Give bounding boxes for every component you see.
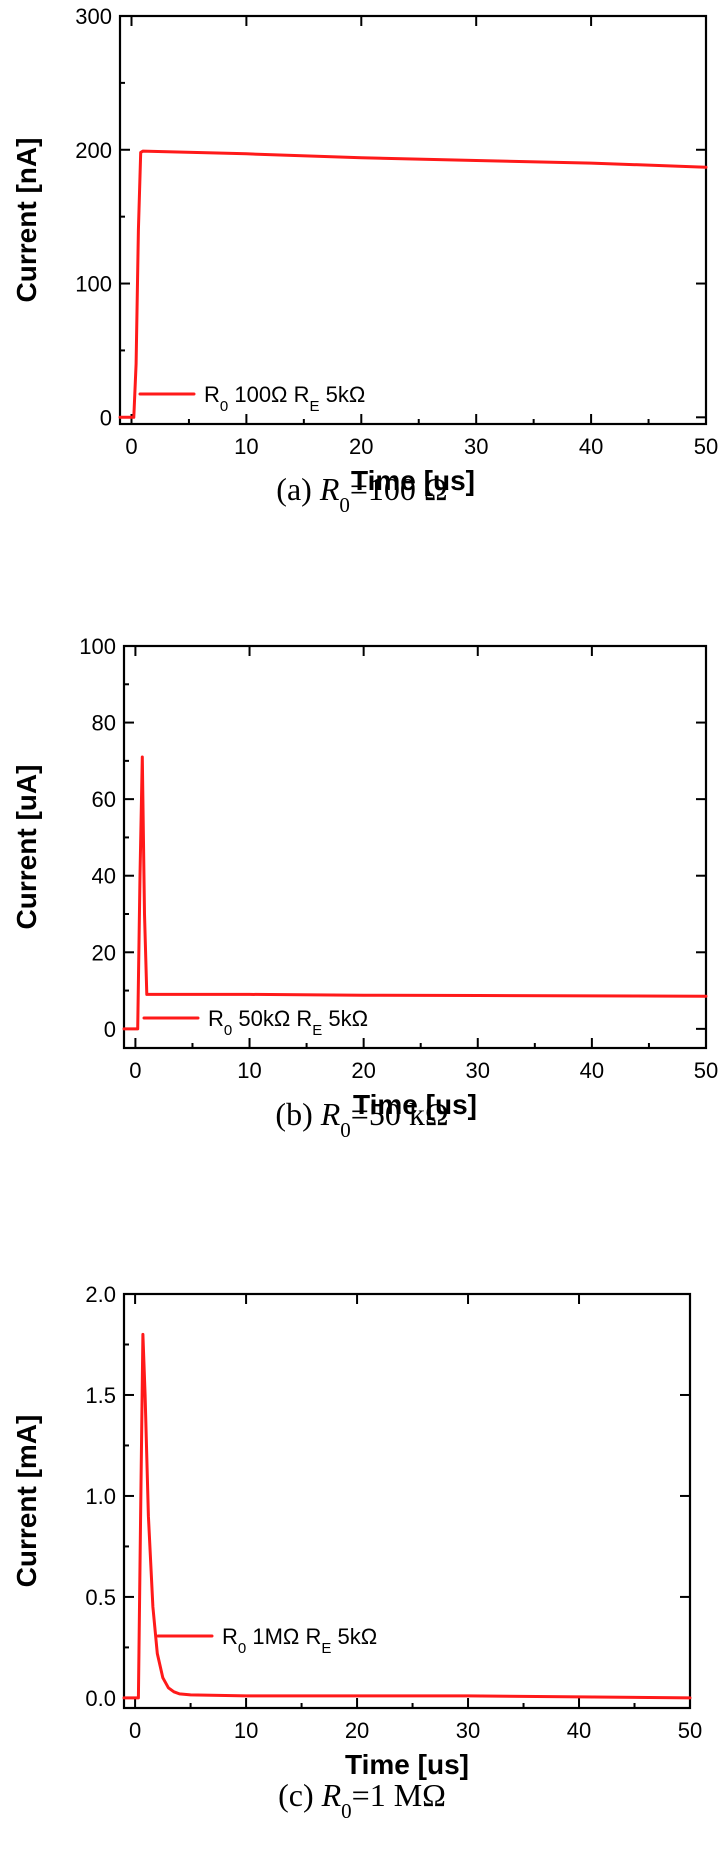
y-tick-label: 0	[100, 405, 112, 430]
chart-panel-2: 0 10 20 30 40 50 0 20 40 60 80 100 Time [us] Current …	[11, 634, 718, 1142]
x-tick-label: 40	[579, 434, 603, 459]
y-tick-label: 0.5	[85, 1585, 116, 1610]
y-tick-label: 1.5	[85, 1383, 116, 1408]
x-tick-label: 10	[237, 1058, 261, 1083]
y-tick-label: 200	[75, 138, 112, 163]
y-axis-label: Current [mA]	[11, 1415, 42, 1588]
panel-caption: (b) R0=50 kΩ	[275, 1096, 448, 1142]
x-axis-label: Time [us]	[345, 1749, 469, 1780]
panel-caption: (a) R0=100 Ω	[276, 471, 447, 517]
y-axis-label: Current [nA]	[11, 138, 42, 303]
y-tick-label: 100	[75, 272, 112, 297]
x-axis-label: Time [us]	[353, 1089, 477, 1120]
plot-frame	[118, 14, 708, 426]
series-line	[118, 149, 708, 419]
legend-label: R0 1MΩ RE 5kΩ	[222, 1624, 377, 1657]
y-tick-label: 300	[75, 4, 112, 29]
x-tick-label: 50	[694, 434, 718, 459]
series-line	[122, 1332, 692, 1700]
y-tick-label: 1.0	[85, 1484, 116, 1509]
y-tick-label: 0.0	[85, 1686, 116, 1711]
chart-panel-3: 0 10 20 30 40 50 0.0 0.5 1.0 1.5 2.0 Time [us] Curre…	[11, 1282, 702, 1823]
x-tick-label: 30	[464, 434, 488, 459]
panel-caption: (c) R0=1 MΩ	[278, 1777, 446, 1823]
x-axis-label: Time [us]	[351, 465, 475, 496]
y-tick-label: 40	[92, 864, 116, 889]
y-tick-label: 0	[104, 1017, 116, 1042]
x-tick-label: 20	[349, 434, 373, 459]
x-tick-label: 0	[129, 1058, 141, 1083]
x-tick-label: 30	[456, 1718, 480, 1743]
y-tick-label: 20	[92, 940, 116, 965]
x-tick-label: 10	[234, 434, 258, 459]
legend-label: R0 50kΩ RE 5kΩ	[208, 1006, 368, 1039]
y-axis-label: Current [uA]	[11, 765, 42, 930]
y-tick-label: 100	[79, 634, 116, 659]
x-tick-label: 0	[129, 1718, 141, 1743]
x-tick-label: 0	[125, 434, 137, 459]
x-tick-label: 10	[234, 1718, 258, 1743]
plot-frame	[122, 1292, 692, 1710]
x-tick-label: 40	[567, 1718, 591, 1743]
x-tick-label: 20	[345, 1718, 369, 1743]
y-tick-label: 2.0	[85, 1282, 116, 1307]
y-tick-label: 80	[92, 711, 116, 736]
x-tick-label: 50	[678, 1718, 702, 1743]
x-tick-label: 30	[466, 1058, 490, 1083]
x-tick-label: 50	[694, 1058, 718, 1083]
x-tick-label: 20	[351, 1058, 375, 1083]
series-line	[122, 755, 708, 1031]
y-tick-label: 60	[92, 787, 116, 812]
plot-frame	[122, 644, 708, 1050]
x-tick-label: 40	[580, 1058, 604, 1083]
legend-label: R0 100Ω RE 5kΩ	[204, 382, 365, 415]
chart-panel-1: 0 10 20 30 40 50 0 100 200 300 Time [us] Current [n…	[11, 4, 718, 517]
